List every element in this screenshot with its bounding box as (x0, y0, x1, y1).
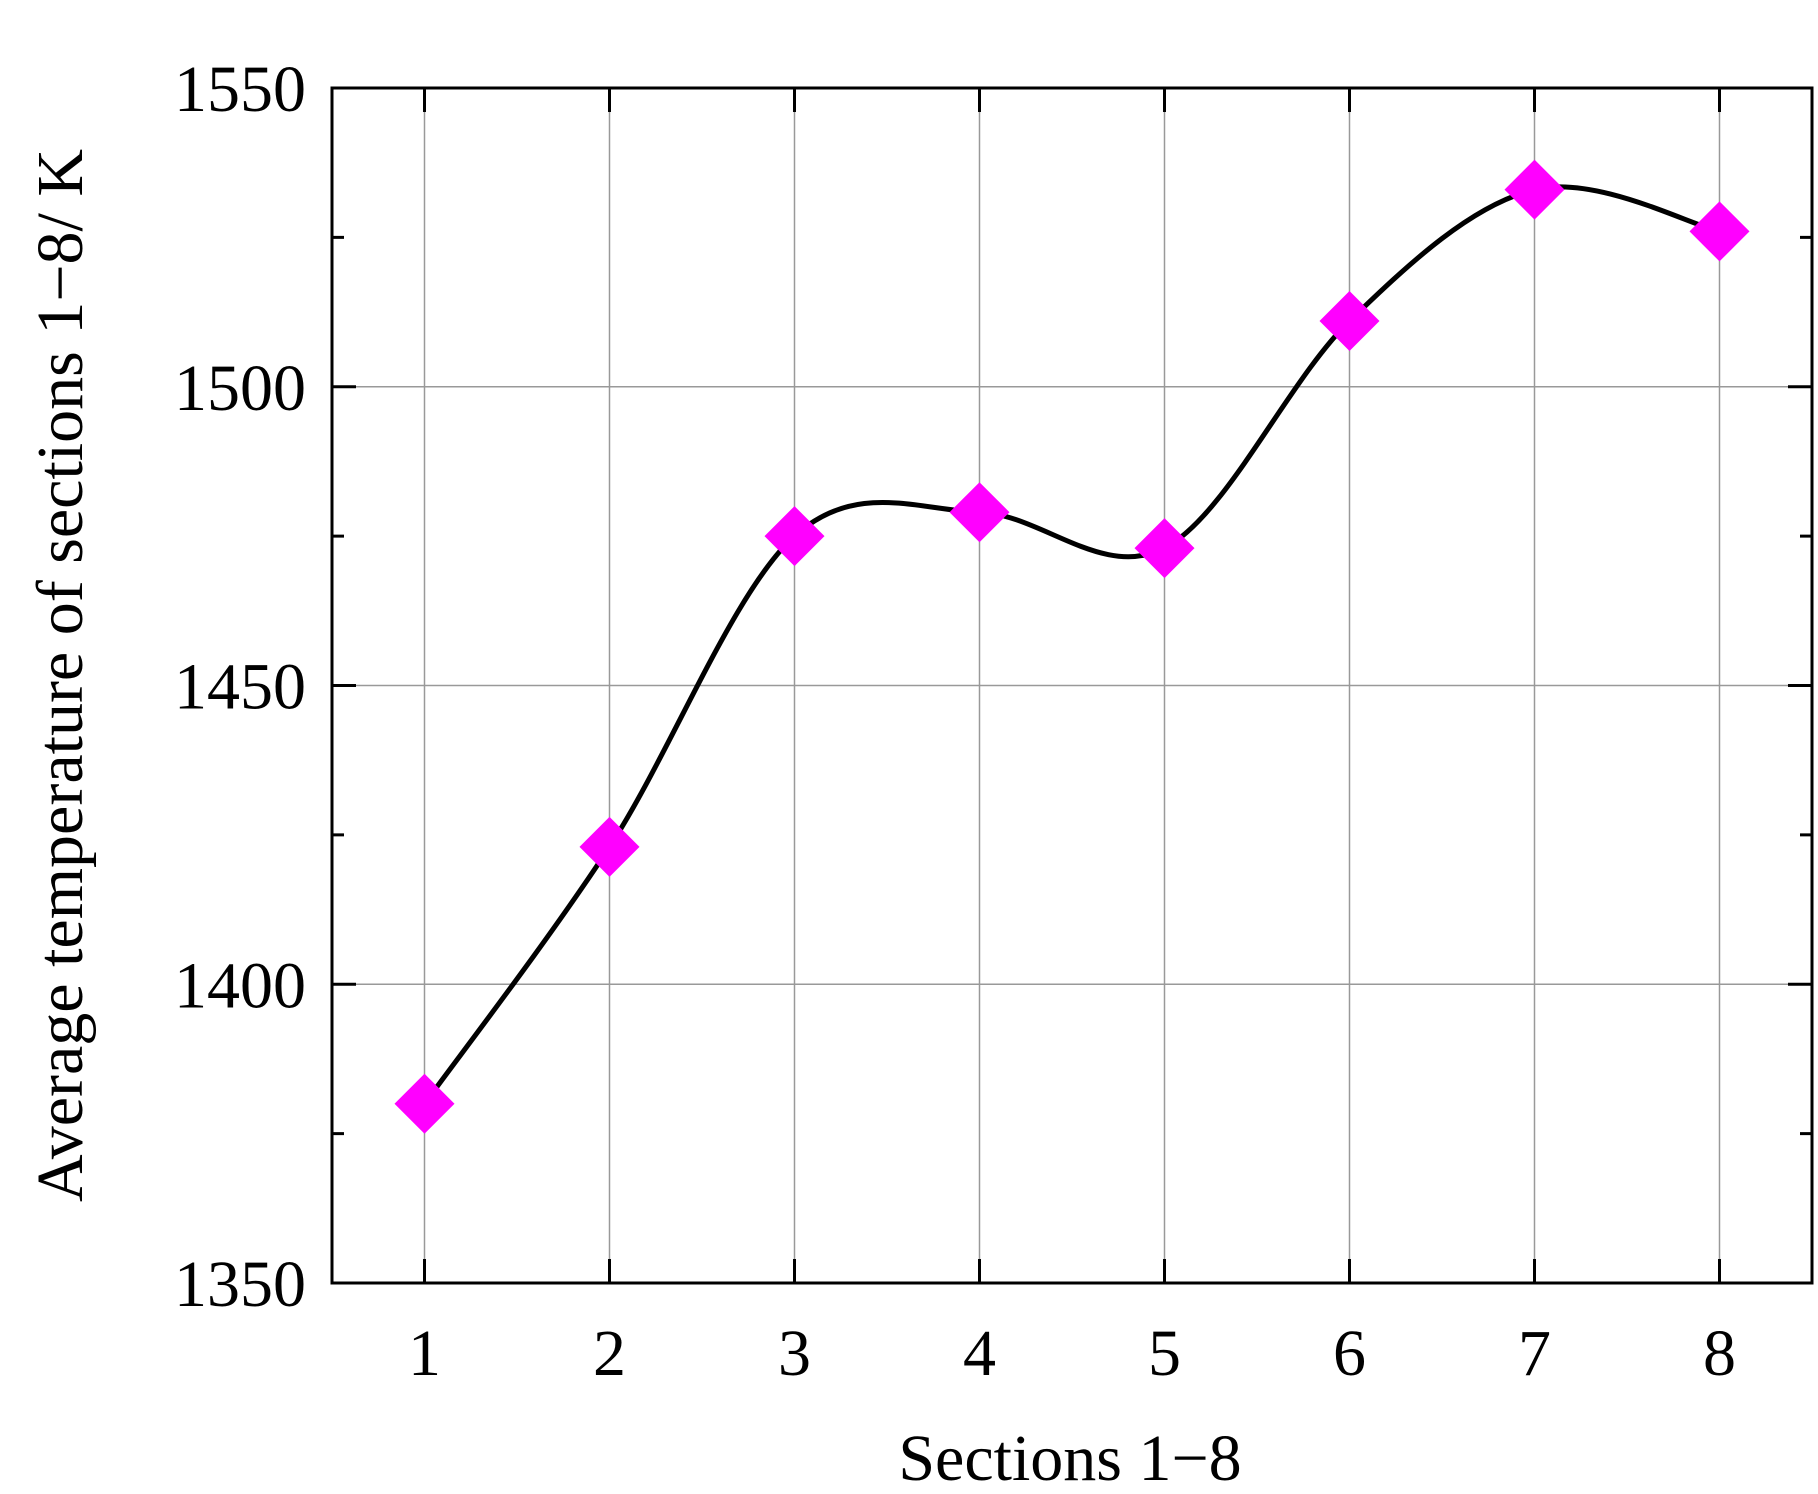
x-axis-title: Sections 1−8 (898, 1422, 1241, 1494)
y-axis-title: Average temperature of sections 1−8/ K (24, 149, 97, 1202)
data-point-marker (764, 506, 825, 567)
series-line (422, 184, 1721, 1106)
x-tick-label: 3 (778, 1317, 811, 1390)
x-tick-label: 7 (1518, 1317, 1551, 1390)
y-tick-label: 1400 (174, 949, 306, 1022)
x-tick-label: 8 (1703, 1317, 1736, 1390)
y-tick-labels: 1350 1400 1450 1500 1550 (174, 53, 306, 1321)
data-markers (394, 159, 1750, 1134)
data-point-marker (1319, 291, 1380, 352)
data-point-marker (1689, 201, 1750, 262)
x-tick-label: 2 (593, 1317, 626, 1390)
data-point-marker (1134, 518, 1195, 579)
y-tick-label: 1450 (174, 651, 306, 724)
data-point-marker (579, 816, 640, 877)
x-tick-label: 4 (963, 1317, 996, 1390)
y-tick-label: 1550 (174, 53, 306, 126)
x-tick-label: 1 (408, 1317, 441, 1390)
data-point-marker (949, 482, 1010, 543)
data-point-marker (1504, 159, 1565, 220)
data-point-marker (394, 1073, 455, 1134)
x-tick-label: 5 (1148, 1317, 1181, 1390)
x-tick-label: 6 (1333, 1317, 1366, 1390)
y-tick-label: 1500 (174, 352, 306, 425)
x-tick-labels: 1 2 3 4 5 6 7 8 (408, 1317, 1736, 1390)
y-tick-label: 1350 (174, 1248, 306, 1321)
axis-ticks (332, 86, 1812, 1285)
grid-lines (332, 88, 1812, 1283)
